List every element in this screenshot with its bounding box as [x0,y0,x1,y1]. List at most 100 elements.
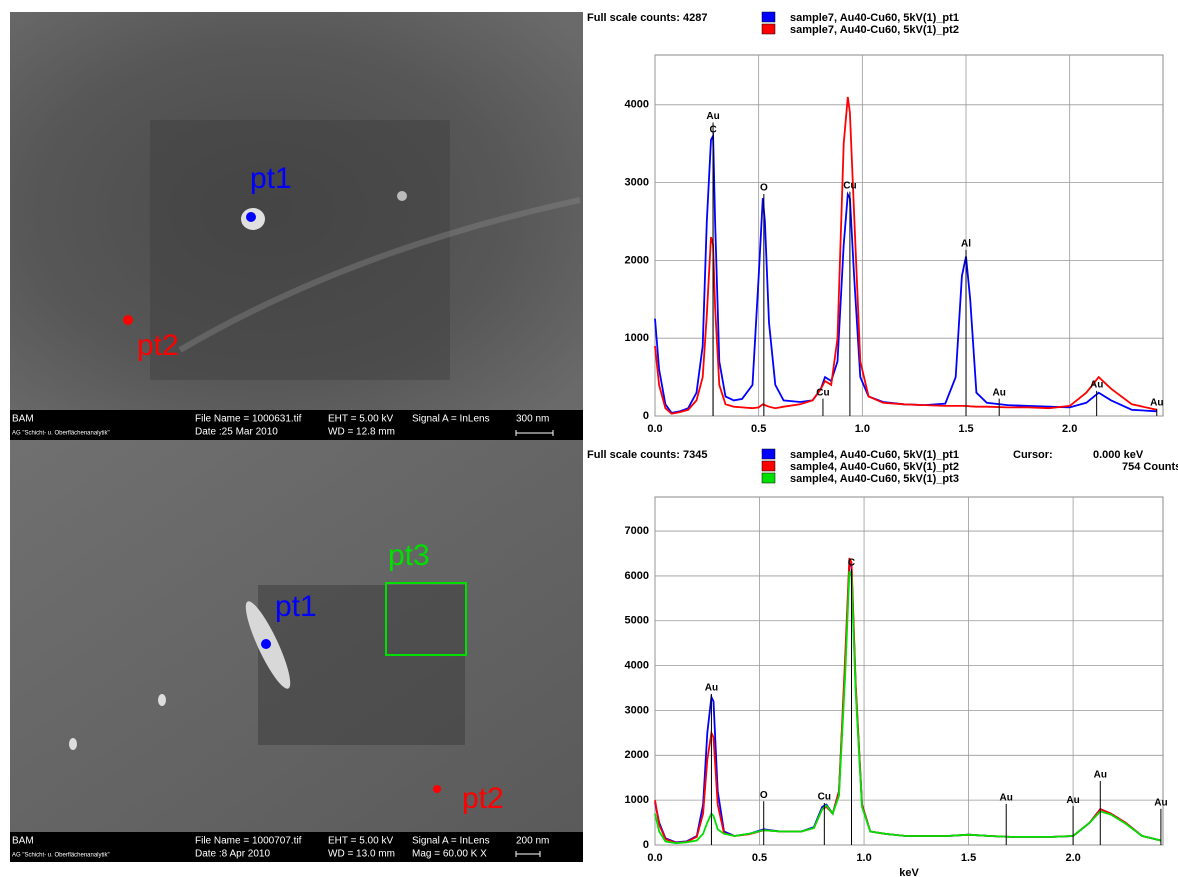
x-tick-label: 1.5 [958,423,973,435]
legend-label: sample4, Au40-Cu60, 5kV(1)_pt3 [790,473,959,485]
org: BAM [12,836,34,847]
peak-label: O [760,183,768,194]
scale-label: 300 nm [516,414,549,425]
x-tick-label: 0.0 [647,852,662,864]
info-bar [10,410,583,440]
x-tick-label: 0.5 [751,423,766,435]
point-marker [246,212,256,222]
group: AG "Schicht- u. Oberflächenanalytik" [12,431,110,437]
plot-area [654,54,1164,417]
y-tick-label: 6000 [625,570,649,582]
signal: Signal A = InLens [412,836,490,847]
peak-label: C [709,124,716,135]
x-tick-label: 2.0 [1065,852,1080,864]
peak-label: C [848,558,855,569]
y-tick-label: 4000 [625,660,649,672]
scale-bar [515,430,554,436]
file-name: File Name = 1000707.tif [195,836,302,847]
legend-swatch [761,472,776,484]
header: Full scale counts: 4287 [587,12,707,24]
eht: EHT = 5.00 kV [328,414,393,425]
peak-label: Au [1150,397,1163,408]
file-name: File Name = 1000631.tif [195,414,302,425]
y-tick-label: 4000 [625,99,649,111]
point-label: pt1 [275,590,317,623]
y-tick-label: 1000 [625,794,649,806]
x-tick-label: 0.0 [647,423,662,435]
y-tick-label: 2000 [625,749,649,761]
scale-label: 200 nm [516,836,549,847]
sem-image-bottom: pt1 pt2 pt3 BAM AG "Schicht- u. Oberfläc… [10,440,583,862]
cursor-counts: 754 Counts [1122,461,1178,473]
wd: WD = 13.0 mm [328,849,395,860]
wd: WD = 12.8 mm [328,427,395,438]
x-tick-label: 0.5 [752,852,767,864]
peak-label: Au [1090,380,1103,391]
sem-image-top: pt1 pt2 BAM AG "Schicht- u. Oberflächena… [10,12,583,440]
y-tick-label: 1000 [625,332,649,344]
legend-label: sample4, Au40-Cu60, 5kV(1)_pt1 [790,449,959,461]
peak-label: Cu [818,792,831,803]
point-label: pt1 [250,162,292,195]
legend-swatch [761,11,776,23]
point-label: pt2 [137,329,179,362]
org: BAM [12,414,34,425]
date: Date :8 Apr 2010 [195,849,270,860]
spectrum-line [654,96,1157,415]
area-marker [385,582,467,656]
peak-label: Au [705,683,718,694]
scan-area [258,585,465,745]
x-tick-label: 2.0 [1062,423,1077,435]
date: Date :25 Mar 2010 [195,427,278,438]
particle [397,191,407,201]
legend-label: sample7, Au40-Cu60, 5kV(1)_pt1 [790,12,959,24]
y-tick-label: 3000 [625,177,649,189]
y-tick-label: 2000 [625,254,649,266]
particle [158,694,166,706]
eht: EHT = 5.00 kV [328,836,393,847]
peak-label: Al [961,239,971,250]
peak-label: Au [1094,770,1107,781]
signal: Signal A = InLens [412,414,490,425]
peak-label: Au [706,111,719,122]
y-tick-label: 3000 [625,704,649,716]
peak-label: Cu [816,387,829,398]
info-bar [10,832,583,862]
scale-bar [515,851,541,857]
header: Full scale counts: 7345 [587,449,707,461]
peak-label: O [760,790,768,801]
legend-swatch [761,460,776,472]
peak-label: Au [1066,795,1079,806]
peak-label: Cu [843,180,856,191]
x-tick-label: 1.0 [856,852,871,864]
spectrum-line [654,571,1162,845]
legend-label: sample4, Au40-Cu60, 5kV(1)_pt2 [790,461,959,473]
point-label: pt2 [462,782,504,815]
legend-swatch [761,448,776,460]
point-marker [433,785,441,793]
y-tick-label: 5000 [625,615,649,627]
legend-swatch [761,23,776,35]
y-tick-label: 0 [643,410,649,422]
magnification: Mag = 60.00 K X [412,849,487,860]
particle [69,738,77,750]
group: AG "Schicht- u. Oberflächenanalytik" [12,853,110,859]
peak-label: Au [993,387,1006,398]
plot-area [654,496,1164,846]
y-tick-label: 0 [643,839,649,851]
peak-label: Au [1000,793,1013,804]
x-tick-label: 1.0 [855,423,870,435]
scan-area [150,120,450,380]
legend-label: sample7, Au40-Cu60, 5kV(1)_pt2 [790,24,959,36]
surface-feature [178,197,581,353]
x-tick-label: 1.5 [961,852,976,864]
y-tick-label: 7000 [625,525,649,537]
point-marker [123,315,133,325]
cursor-label: Cursor: [1013,449,1053,461]
point-marker [261,639,271,649]
cursor-value: 0.000 keV [1093,449,1144,461]
point-label: pt3 [388,539,430,572]
spectrum-line [654,132,1157,414]
